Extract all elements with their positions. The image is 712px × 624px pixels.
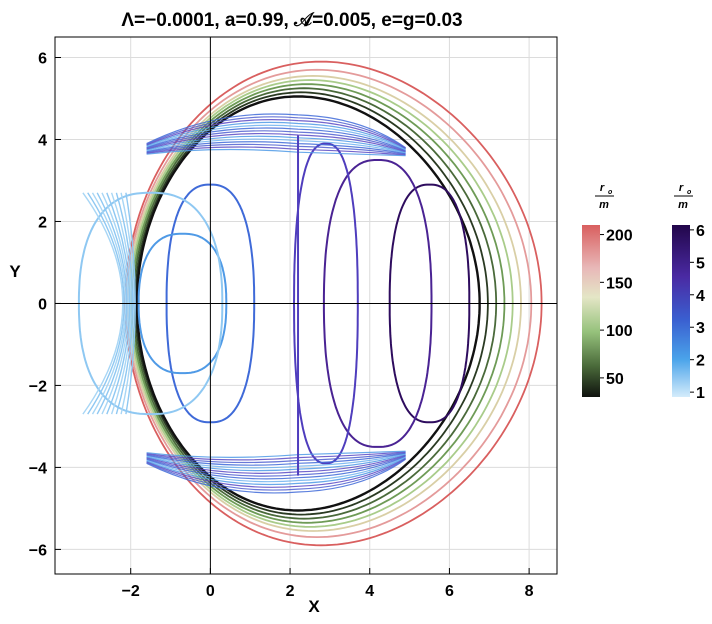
legend-outer-ticks: 200 150 100 50 [600,228,633,388]
precession-band-top-7 [146,132,406,153]
precession-band-bottom-3 [146,456,406,486]
precession-band-bottom-4 [146,456,406,483]
legend-outer-ticks-label-0: 200 [606,228,633,245]
precession-band-top-6 [146,130,406,152]
legend-outer-label-sub: o [608,189,613,196]
legend-inner-ticks-label-4: 2 [696,353,705,370]
legend-outer-label-den: m [599,199,609,211]
x-tick-label-2: 2 [286,583,295,600]
x-tick-label-3: 4 [365,583,374,600]
legend-outer-bar [582,225,600,397]
legend-inner-ticks-label-5: 1 [696,385,705,402]
legend-inner-ticks-label-0: 6 [696,223,705,240]
legend-outer-label-num: r [600,182,605,194]
y-tick-label-6: 6 [38,50,47,67]
y-tick-label-5: 4 [38,132,47,149]
x-tick-label-1: 0 [206,583,215,600]
chart-title: Λ=−0.0001, a=0.99, 𝒜=0.005, e=g=0.03 [121,10,462,31]
precession-band-top-1 [146,116,406,149]
legend-inner-ticks-label-2: 4 [696,288,705,305]
legend-outer-ticks-label-1: 150 [606,275,633,292]
y-tick-label-3: 0 [38,296,47,313]
legend-inner-bar [672,225,690,397]
precession-band-top-2 [146,118,406,150]
plot-frame [54,36,558,575]
x-tick-label-0: −2 [122,583,140,600]
legend-inner-label-num: r [679,182,684,194]
axes [54,36,558,575]
legend-outer-colorbar: r o m 200 150 100 50 [582,182,633,397]
legend-inner-ticks-label-1: 5 [696,255,705,272]
precession-band-top-0 [146,113,406,149]
legend-inner-label-den: m [678,199,688,211]
precession-band-top-5 [146,127,406,152]
y-tick-label-0: −6 [29,542,47,559]
legend-inner-colorbar: r o m 6 5 4 3 2 1 [672,182,705,402]
precession-band-bottom-5 [146,455,406,480]
precession-band-bottom-0 [146,458,406,494]
y-tick-label-4: 2 [38,214,47,231]
legend-inner-label-sub: o [687,189,692,196]
precession-band-bottom-1 [146,458,406,491]
y-axis-label: Y [9,262,21,281]
x-tick-label-5: 8 [525,583,534,600]
precession-band-bottom-2 [146,457,406,488]
tick-labels: −2 0 2 4 6 8 −6 −4 −2 0 2 4 6 [29,50,534,600]
x-axis-label: X [308,597,320,616]
precession-band-top-3 [146,121,406,151]
legend-outer-ticks-label-3: 50 [606,371,624,388]
legend-inner-ticks-label-3: 3 [696,320,705,337]
y-tick-label-1: −4 [29,460,47,477]
precession-band-top-4 [146,124,406,151]
legend-outer-ticks-label-2: 100 [606,323,633,340]
legend-inner-ticks: 6 5 4 3 2 1 [690,223,705,402]
y-tick-label-2: −2 [29,378,47,395]
x-tick-label-4: 6 [445,583,454,600]
